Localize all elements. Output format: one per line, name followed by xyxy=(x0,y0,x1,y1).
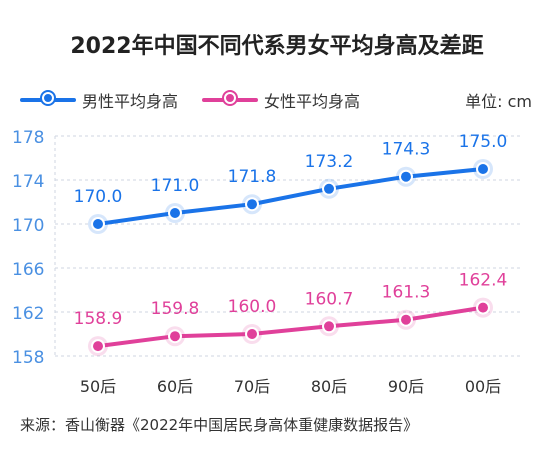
data-label: 171.8 xyxy=(228,167,277,187)
data-label: 173.2 xyxy=(305,152,354,172)
data-label: 171.0 xyxy=(151,176,200,196)
legend-label-male: 男性平均身高 xyxy=(82,92,179,111)
data-point xyxy=(168,206,182,220)
x-tick-label: 70后 xyxy=(234,377,270,396)
y-tick-label: 174 xyxy=(12,172,44,192)
data-point xyxy=(245,327,259,341)
x-tick-label: 90后 xyxy=(388,377,424,396)
data-label: 174.3 xyxy=(382,140,431,160)
source-note: 来源：香山衡器《2022年中国居民身高体重健康数据报告》 xyxy=(20,416,419,434)
data-point xyxy=(476,300,490,315)
data-point xyxy=(399,169,413,184)
y-tick-label: 162 xyxy=(12,304,44,324)
y-tick-label: 158 xyxy=(12,348,44,368)
x-tick-label: 50后 xyxy=(80,377,116,396)
y-tick-label: 178 xyxy=(12,128,44,148)
series-line-female xyxy=(96,305,485,349)
unit-label: 单位: cm xyxy=(465,92,532,111)
data-point xyxy=(91,339,105,354)
data-label: 170.0 xyxy=(74,187,123,207)
data-label: 159.8 xyxy=(151,299,200,319)
legend-label-female: 女性平均身高 xyxy=(264,92,361,111)
data-label: 160.0 xyxy=(228,297,277,317)
legend-swatch-female xyxy=(202,92,259,107)
data-label: 175.0 xyxy=(459,132,508,152)
data-label: 161.3 xyxy=(382,283,431,303)
x-tick-label: 80后 xyxy=(311,377,347,396)
legend: 男性平均身高 女性平均身高 xyxy=(20,88,360,112)
y-tick-label: 170 xyxy=(12,216,44,236)
x-tick-label: 00后 xyxy=(465,377,501,396)
data-point xyxy=(322,181,336,196)
x-tick-label: 60后 xyxy=(157,377,193,396)
data-point xyxy=(91,217,105,231)
legend-swatch-male xyxy=(20,92,76,107)
data-point xyxy=(245,197,259,212)
data-label: 158.9 xyxy=(74,309,123,329)
data-point xyxy=(476,162,490,176)
series-line-male xyxy=(96,167,485,226)
data-point xyxy=(322,319,336,334)
data-point xyxy=(399,312,413,327)
legend-item-male: 男性平均身高 xyxy=(20,88,178,112)
data-label: 162.4 xyxy=(459,271,508,291)
data-label: 160.7 xyxy=(305,289,354,309)
y-tick-label: 166 xyxy=(12,260,44,280)
data-point xyxy=(168,329,182,344)
chart-title: 2022年中国不同代系男女平均身高及差距 xyxy=(70,34,484,59)
legend-item-female: 女性平均身高 xyxy=(202,88,360,112)
